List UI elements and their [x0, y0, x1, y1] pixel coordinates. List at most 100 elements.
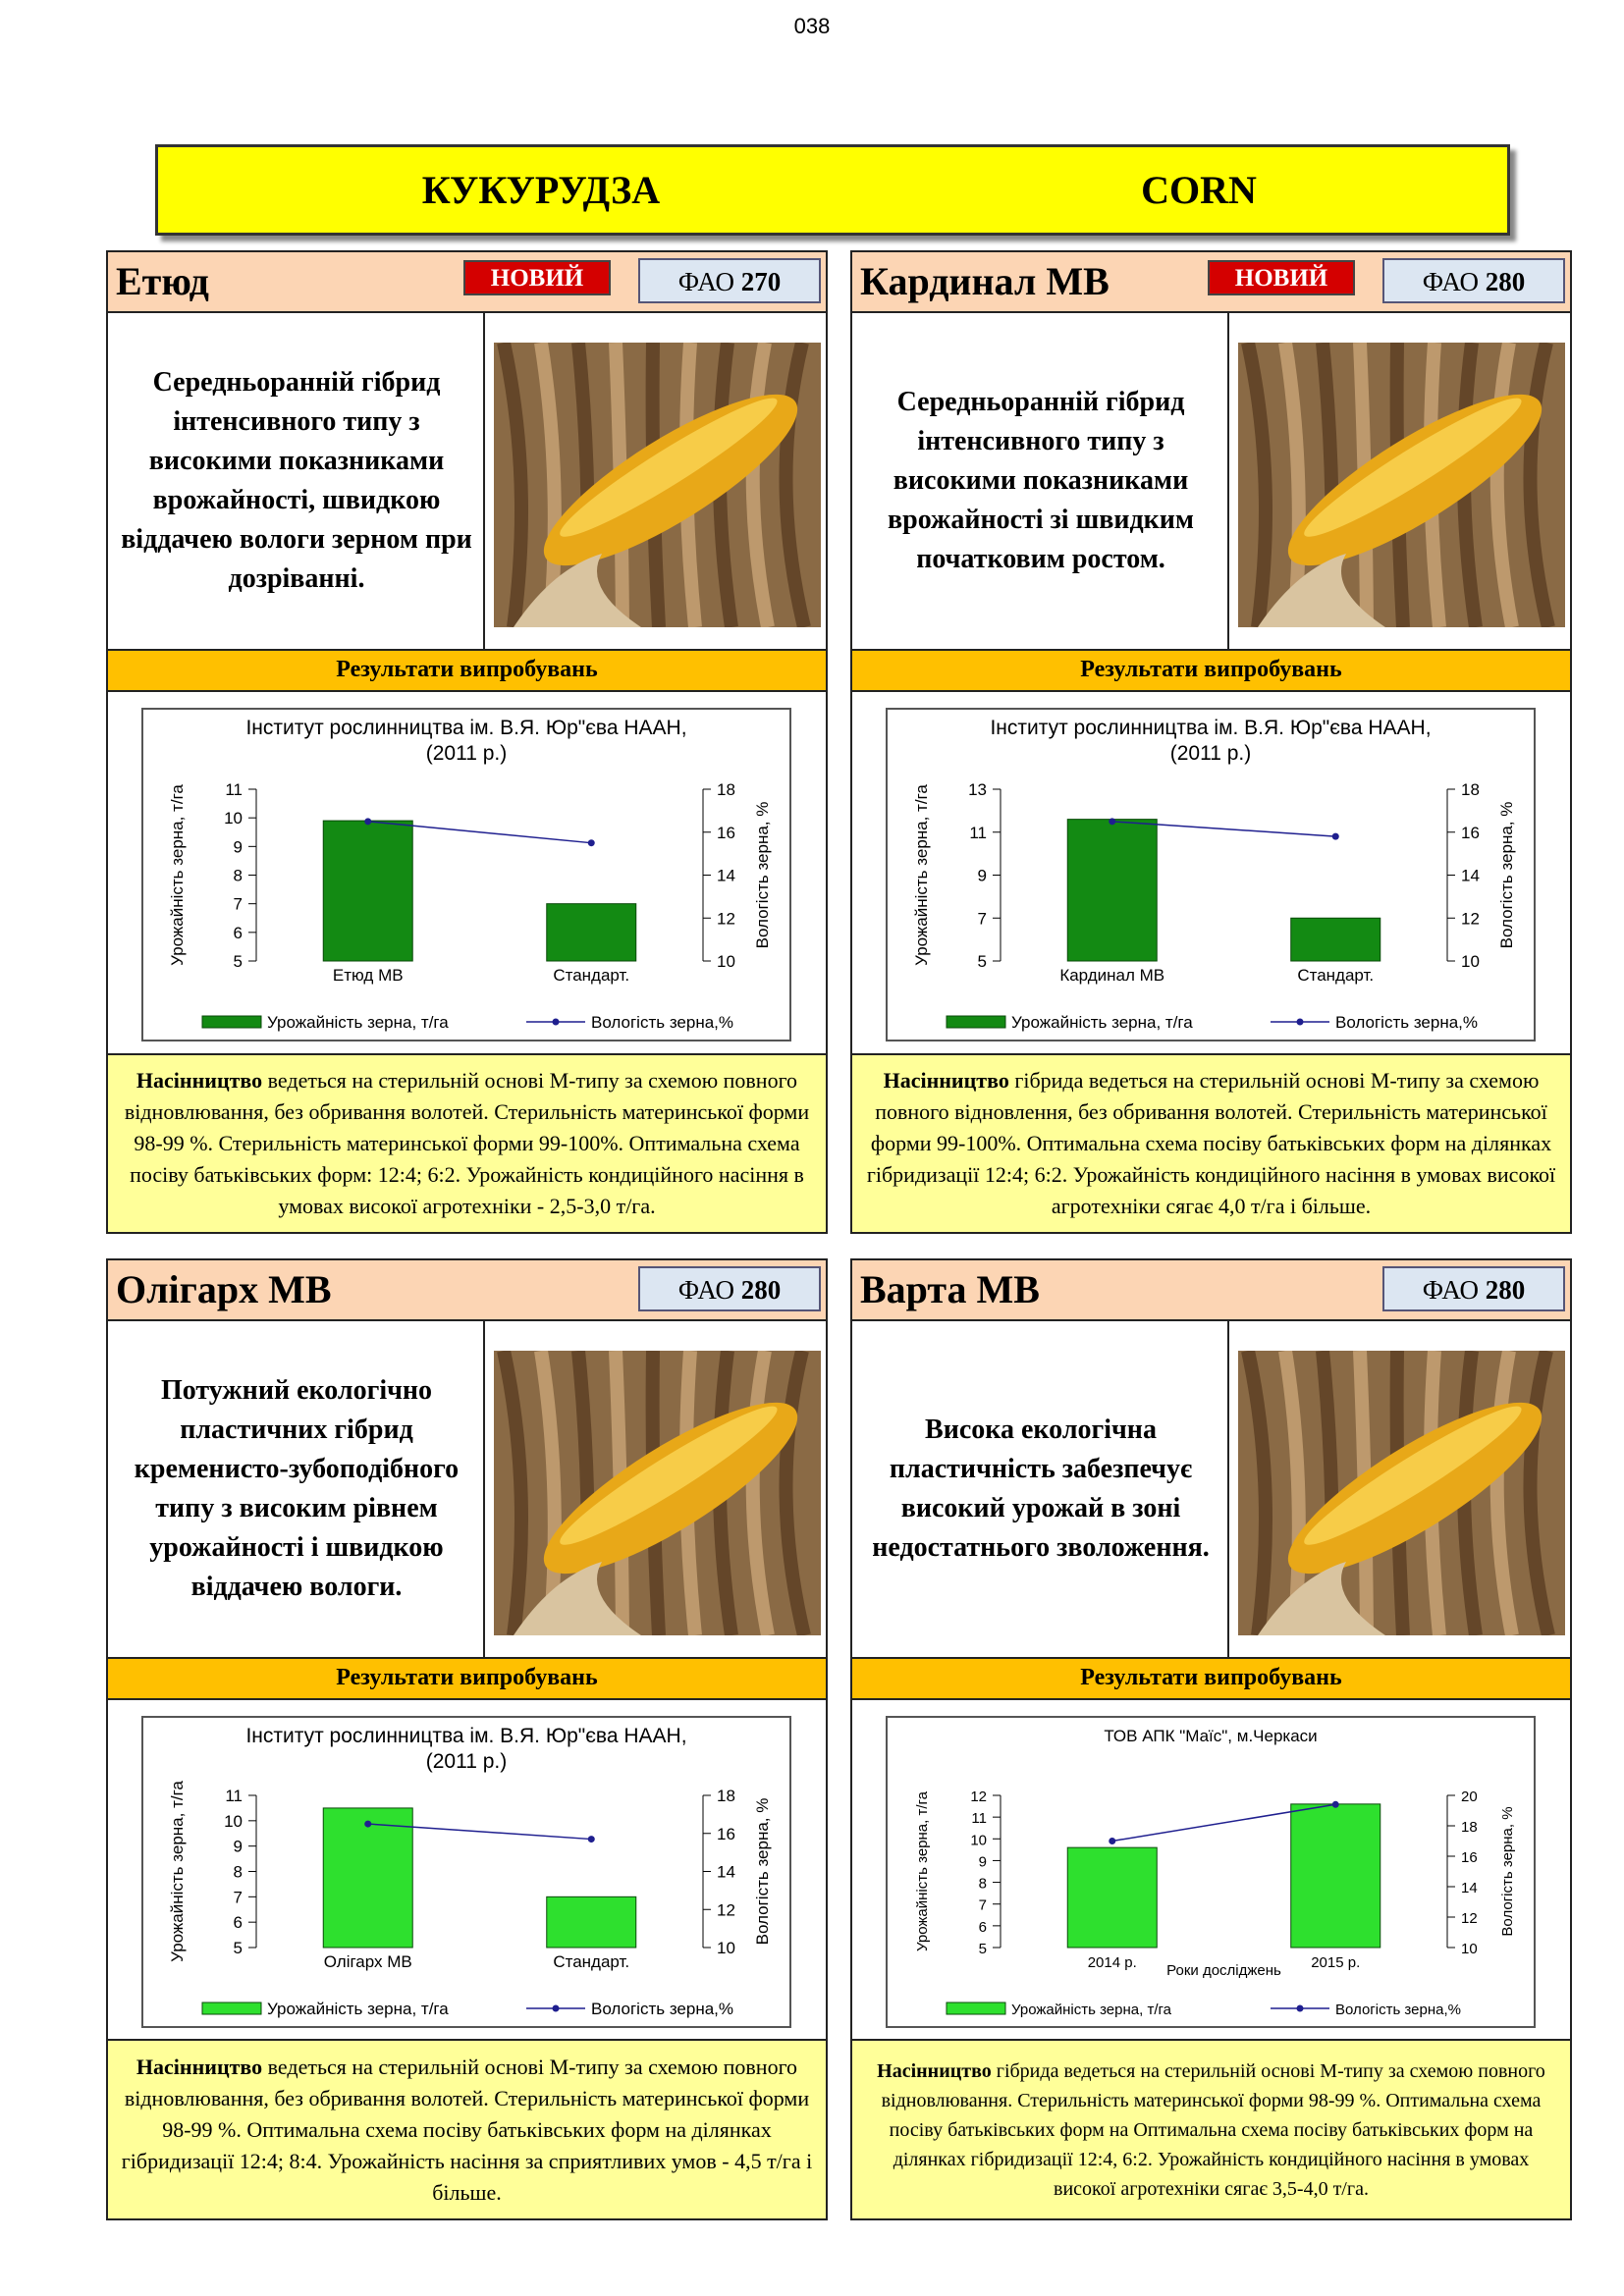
ear-shine	[560, 1406, 778, 1545]
y2-axis-label: Вологість зерна, %	[1499, 1806, 1516, 1936]
chart-title: ТОВ АПК "Маїс", м.Черкаси	[1104, 1727, 1318, 1745]
chart: 5 6 7 8 9 10 11 10 12 14 16 18 Урожайність зерна, т/…	[168, 1781, 772, 2018]
fao-value: 280	[1485, 1275, 1526, 1305]
divider	[1227, 313, 1229, 649]
note: Насінництво гібрида ведеться на стерильн…	[852, 2039, 1570, 2218]
description: Середньоранній гібрид інтенсивного типу …	[888, 387, 1194, 574]
card: Кардинал МВ НОВИЙ ФАО 280 Середньоранній гі…	[850, 250, 1572, 1234]
note-bold: Насінництво	[135, 1068, 263, 1093]
y-tick-label: 10	[224, 1812, 243, 1831]
husk-leaf	[1258, 1562, 1385, 1635]
divider	[483, 313, 485, 649]
variety-name: Кардинал МВ	[860, 259, 1110, 303]
y2-tick-label: 12	[717, 1900, 735, 1919]
new-badge: НОВИЙ	[463, 260, 611, 295]
line-point	[587, 1836, 595, 1843]
y-axis-label: Урожайність зерна, т/га	[914, 1790, 931, 1951]
y-tick-label: 5	[234, 1939, 243, 1957]
line	[1111, 1803, 1336, 1842]
y2-axis-label: Вологість зерна, %	[753, 802, 772, 949]
y2-tick-label: 16	[1461, 824, 1480, 842]
y-tick-label: 10	[224, 809, 243, 828]
y2-tick-label: 16	[717, 1825, 735, 1843]
y2-tick-label: 18	[1461, 1819, 1478, 1836]
y-tick-label: 10	[970, 1832, 987, 1848]
legend-dot	[552, 1018, 560, 1026]
page-number: 038	[793, 14, 831, 38]
corn-photo	[1238, 343, 1565, 627]
husk-leaf	[514, 554, 641, 627]
fao-value: 280	[1485, 267, 1526, 296]
x-tick-label: Кардинал МВ	[1059, 966, 1164, 985]
y-tick-label: 6	[234, 1913, 243, 1932]
y-tick-label: 7	[979, 1897, 987, 1914]
chart-area: ТОВ АПК "Маїс", м.Черкаси 5 6 7 8 9 10 11 12 10 12…	[852, 1700, 1570, 2039]
card-body: Висока екологічна пластичність забезпечу…	[852, 1321, 1570, 1657]
chart-area: Інститут рослинництва ім. В.Я. Юр"єва НА…	[108, 692, 826, 1053]
y2-tick-label: 14	[717, 867, 735, 885]
chart-box: Інститут рослинництва ім. В.Я. Юр"єва НА…	[141, 1716, 791, 2028]
chart-box: ТОВ АПК "Маїс", м.Черкаси 5 6 7 8 9 10 11 12 10 12…	[886, 1716, 1536, 2028]
bar	[546, 1896, 637, 1949]
y2-tick-label: 18	[717, 780, 735, 799]
y-tick-label: 8	[979, 1876, 987, 1893]
x-tick-label: 2015 р.	[1311, 1954, 1360, 1971]
husk	[779, 343, 811, 627]
x-tick-label: Етюд МВ	[333, 966, 404, 985]
husk	[1523, 1351, 1555, 1635]
ear-shine	[1304, 398, 1522, 537]
banner-left: КУКУРУДЗА	[421, 168, 661, 212]
ear-shine	[560, 398, 778, 537]
results-title: Результати випробувань	[108, 1657, 826, 1700]
note-bold: Насінництво	[135, 2054, 263, 2079]
y-axis-label: Урожайність зерна, т/га	[912, 784, 931, 966]
husk	[1489, 1351, 1519, 1635]
description: Висока екологічна пластичність забезпечу…	[872, 1415, 1210, 1563]
husk-leaf	[1258, 554, 1385, 627]
legend-label: Урожайність зерна, т/га	[1011, 2002, 1172, 2018]
y-tick-label: 6	[234, 924, 243, 942]
legend-label: Вологість зерна,%	[1335, 2002, 1461, 2018]
banner-right: CORN	[1141, 168, 1257, 212]
y-tick-label: 9	[979, 1853, 987, 1870]
results-title: Результати випробувань	[852, 649, 1570, 692]
photo	[494, 343, 821, 627]
note-body: гібрида ведеться на стерильній основі М-…	[866, 1068, 1556, 1218]
y2-tick-label: 10	[717, 1939, 735, 1957]
bar	[322, 1807, 413, 1949]
y2-tick-label: 20	[1461, 1789, 1478, 1805]
variety-name: Олігарх МВ	[116, 1267, 332, 1311]
line	[367, 1823, 592, 1841]
y2-tick-label: 10	[717, 952, 735, 971]
husk	[497, 343, 528, 627]
line-point	[364, 818, 372, 826]
x-tick-label: Олігарх МВ	[324, 1952, 412, 1971]
chart: 5 7 9 11 13 10 12 14 16 18 Урожайність зерна, т/га…	[912, 780, 1516, 1032]
divider	[483, 1321, 485, 1657]
chart-title: Інститут рослинництва ім. В.Я. Юр"єва НА…	[245, 717, 687, 765]
photo	[494, 1351, 821, 1635]
legend-label: Урожайність зерна, т/га	[267, 2000, 449, 2018]
line-point	[364, 1820, 372, 1828]
legend-swatch	[201, 2002, 262, 2015]
chart-title: Інститут рослинництва ім. В.Я. Юр"єва НА…	[990, 717, 1432, 765]
card-header: Олігарх МВ ФАО 280	[108, 1260, 826, 1321]
line-point	[1331, 1800, 1339, 1808]
husk	[1489, 343, 1519, 627]
card: Етюд НОВИЙ ФАО 270 Середньоранній гібрид ін…	[106, 250, 828, 1234]
y-tick-label: 11	[225, 1787, 243, 1805]
y2-tick-label: 12	[1461, 1910, 1478, 1927]
legend-dot	[1296, 2004, 1304, 2012]
y2-tick-label: 14	[717, 1863, 735, 1882]
legend-label: Вологість зерна,%	[591, 1013, 733, 1032]
y2-tick-label: 10	[1461, 952, 1480, 971]
husk-leaf	[514, 1562, 641, 1635]
fao-value: 280	[740, 1275, 782, 1305]
card: Олігарх МВ ФАО 280 Потужний екологічно пла…	[106, 1258, 828, 2220]
card: Варта МВ ФАО 280 Висока екологічна пластич…	[850, 1258, 1572, 2220]
legend-dot	[552, 2004, 560, 2012]
corn-photo	[494, 1351, 821, 1635]
husk	[745, 1351, 775, 1635]
card-body: Потужний екологічно пластичних гібрид кр…	[108, 1321, 826, 1657]
note-body: ведеться на стерильній основі М-типу за …	[121, 2054, 813, 2205]
